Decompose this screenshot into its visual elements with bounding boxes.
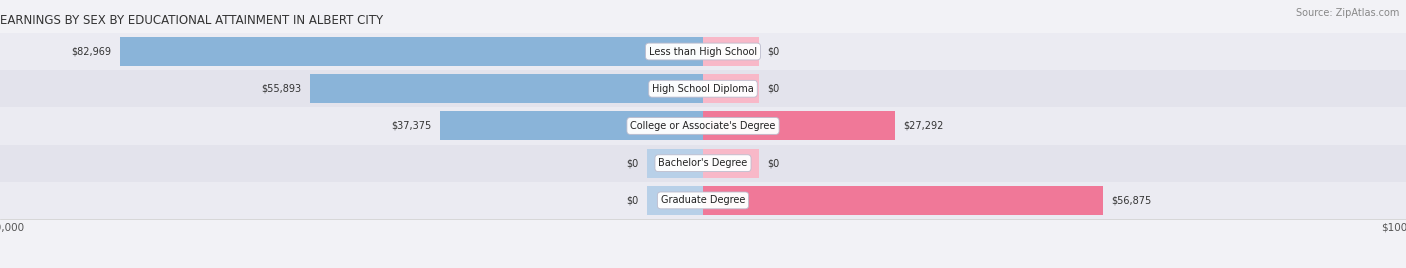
Bar: [120, 37, 703, 66]
Text: Less than High School: Less than High School: [650, 47, 756, 57]
Bar: [440, 111, 703, 140]
Text: $0: $0: [768, 158, 780, 168]
Bar: [0, 70, 1406, 107]
Bar: [647, 186, 703, 215]
Bar: [311, 74, 703, 103]
Text: $37,375: $37,375: [391, 121, 432, 131]
Text: Bachelor's Degree: Bachelor's Degree: [658, 158, 748, 168]
Text: $0: $0: [768, 47, 780, 57]
Bar: [703, 74, 759, 103]
Bar: [0, 33, 1406, 70]
Text: $0: $0: [768, 84, 780, 94]
Text: $0: $0: [626, 195, 638, 205]
Text: Graduate Degree: Graduate Degree: [661, 195, 745, 205]
Text: $0: $0: [626, 158, 638, 168]
Text: Source: ZipAtlas.com: Source: ZipAtlas.com: [1295, 8, 1399, 18]
Text: $82,969: $82,969: [72, 47, 111, 57]
Bar: [0, 107, 1406, 144]
Bar: [647, 149, 703, 178]
Bar: [703, 37, 759, 66]
Text: $55,893: $55,893: [262, 84, 302, 94]
Text: EARNINGS BY SEX BY EDUCATIONAL ATTAINMENT IN ALBERT CITY: EARNINGS BY SEX BY EDUCATIONAL ATTAINMEN…: [0, 14, 382, 27]
Legend: Male, Female: Male, Female: [648, 267, 758, 268]
Bar: [703, 111, 894, 140]
Text: $27,292: $27,292: [903, 121, 943, 131]
Text: High School Diploma: High School Diploma: [652, 84, 754, 94]
Bar: [703, 149, 759, 178]
Text: $56,875: $56,875: [1111, 195, 1152, 205]
Bar: [0, 182, 1406, 219]
Text: College or Associate's Degree: College or Associate's Degree: [630, 121, 776, 131]
Bar: [703, 186, 1102, 215]
Bar: [0, 144, 1406, 182]
